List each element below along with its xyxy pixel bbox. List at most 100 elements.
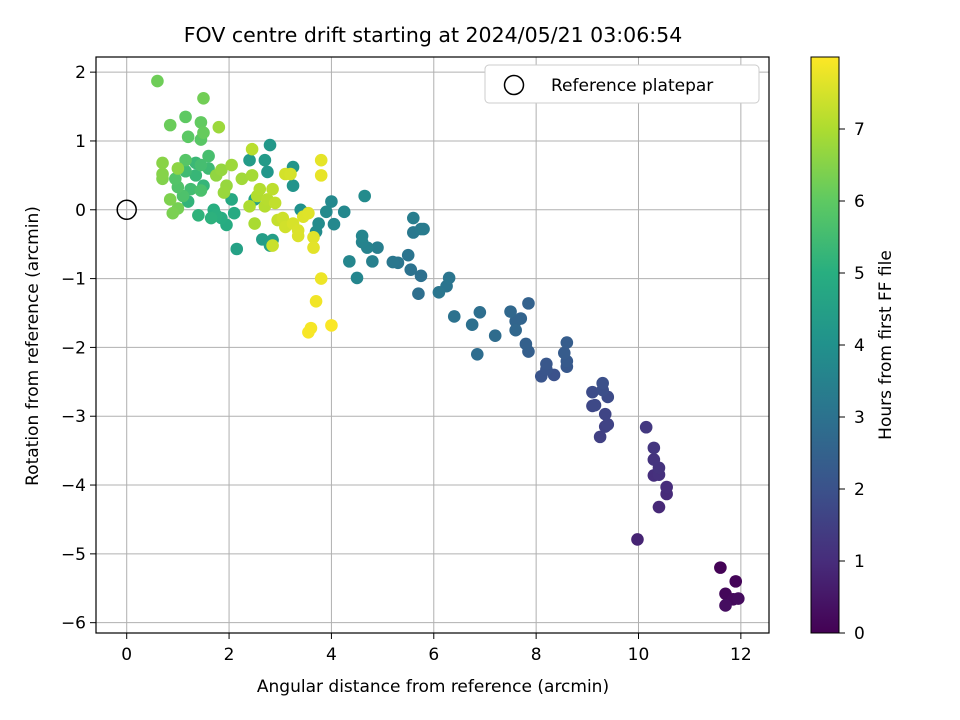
data-point: [156, 156, 169, 170]
y-axis-ticks: −6 −5 −4 −3 −2 −1 0 1 2: [61, 63, 96, 634]
data-point: [245, 142, 259, 156]
data-point: [407, 211, 420, 225]
data-point: [593, 430, 607, 444]
y-axis-title: Rotation from reference (arcmin): [23, 206, 43, 486]
data-point: [447, 310, 461, 323]
data-point: [470, 347, 484, 361]
data-point: [243, 200, 256, 213]
data-point: [169, 172, 182, 186]
data-point: [652, 500, 666, 514]
data-point: [286, 179, 300, 192]
y-tick-label: −6: [61, 614, 86, 634]
y-tick-label: −3: [61, 407, 86, 427]
data-point: [151, 74, 164, 88]
reference-marker: [116, 199, 137, 221]
data-point: [432, 286, 446, 299]
data-point: [719, 599, 732, 612]
data-point: [194, 116, 208, 129]
data-point: [171, 162, 185, 175]
grid-lines: [96, 57, 769, 633]
colorbar-tick-label: 3: [854, 408, 865, 428]
data-point: [266, 182, 279, 196]
data-point: [268, 196, 282, 210]
y-tick-label: −2: [61, 338, 86, 358]
data-point: [358, 189, 371, 203]
legend-box: [484, 64, 760, 104]
data-point: [266, 239, 279, 252]
data-point: [504, 305, 517, 318]
data-point: [179, 153, 192, 167]
data-point: [261, 165, 274, 179]
data-point: [194, 184, 208, 197]
data-point: [660, 480, 673, 494]
data-point: [714, 561, 727, 574]
data-point: [509, 314, 522, 328]
data-point: [307, 231, 320, 244]
colorbar-tick-label: 2: [854, 480, 865, 500]
data-point: [371, 241, 384, 254]
data-point: [227, 206, 241, 220]
y-tick-label: 1: [75, 132, 86, 152]
data-point: [540, 357, 553, 371]
data-point: [314, 169, 328, 182]
data-point: [202, 149, 215, 163]
data-point: [284, 167, 297, 181]
data-point: [325, 319, 338, 332]
y-tick-label: 0: [75, 201, 86, 221]
data-point: [647, 453, 661, 466]
data-point: [639, 420, 653, 434]
chart-title: FOV centre drift starting at 2024/05/21 …: [184, 23, 683, 47]
data-point: [314, 153, 328, 167]
plot-frame: [95, 56, 770, 634]
data-point: [522, 297, 535, 310]
data-point: [325, 195, 338, 208]
data-point: [291, 229, 305, 243]
legend-label: Reference platepar: [551, 76, 713, 96]
data-point: [557, 346, 571, 360]
data-point: [473, 306, 487, 319]
x-axis-ticks: 0 2 4 6 8 10 12: [121, 633, 752, 665]
data-point: [560, 336, 574, 349]
data-point: [631, 533, 644, 546]
data-point: [320, 205, 333, 219]
data-point: [302, 206, 315, 220]
data-point: [189, 169, 203, 182]
data-point: [731, 592, 745, 605]
x-tick-label: 2: [224, 645, 235, 665]
data-point: [245, 169, 259, 182]
data-point: [225, 158, 238, 172]
data-point: [412, 287, 425, 301]
data-point: [314, 272, 328, 285]
data-point: [192, 208, 205, 222]
data-point: [181, 130, 195, 144]
data-point: [598, 407, 612, 421]
data-point: [386, 255, 400, 269]
data-point: [302, 325, 315, 339]
data-point: [337, 205, 351, 219]
data-point: [163, 118, 177, 132]
data-point: [327, 217, 341, 231]
data-point: [197, 126, 210, 139]
data-point: [355, 229, 369, 243]
colorbar: [810, 56, 840, 634]
colorbar-tick-label: 0: [854, 624, 865, 644]
y-tick-label: −1: [61, 270, 86, 290]
x-tick-label: 10: [628, 645, 650, 665]
colorbar-tick-label: 4: [854, 336, 865, 356]
data-point: [442, 271, 456, 285]
x-tick-label: 6: [428, 645, 439, 665]
legend-marker: [503, 74, 525, 96]
colorbar-tick-label: 5: [854, 264, 865, 284]
data-point: [263, 138, 277, 152]
data-point: [596, 376, 609, 390]
data-point: [465, 318, 479, 331]
data-point: [647, 441, 661, 455]
data-point: [197, 91, 210, 105]
colorbar-label: Hours from first FF file: [876, 250, 896, 440]
data-point: [519, 337, 533, 351]
data-points: [151, 74, 745, 612]
data-point: [230, 242, 244, 256]
data-point: [509, 323, 522, 337]
colorbar-tick-label: 7: [854, 120, 865, 140]
